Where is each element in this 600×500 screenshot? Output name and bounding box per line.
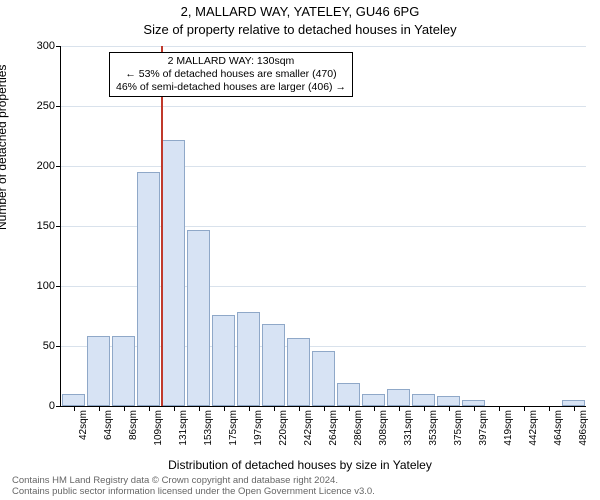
ytick-mark [56, 286, 61, 287]
xtick-mark [374, 406, 375, 411]
ytick-mark [56, 166, 61, 167]
annotation-line1: 2 MALLARD WAY: 130sqm [116, 55, 346, 68]
ytick-mark [56, 46, 61, 47]
bar [437, 396, 461, 406]
xtick-label: 64sqm [103, 410, 114, 440]
bar [212, 315, 236, 406]
xtick-mark [399, 406, 400, 411]
xtick-mark [124, 406, 125, 411]
bar [312, 351, 336, 406]
chart-title: Size of property relative to detached ho… [0, 22, 600, 37]
xtick-label: 486sqm [578, 410, 589, 446]
bar [237, 312, 261, 406]
gridline [61, 46, 586, 47]
footer-line2: Contains public sector information licen… [12, 487, 375, 498]
xtick-label: 220sqm [278, 410, 289, 446]
xtick-label: 86sqm [128, 410, 139, 440]
xtick-mark [299, 406, 300, 411]
xtick-mark [574, 406, 575, 411]
bar [387, 389, 411, 406]
xtick-mark [149, 406, 150, 411]
xtick-label: 419sqm [503, 410, 514, 446]
xtick-mark [449, 406, 450, 411]
xtick-mark [524, 406, 525, 411]
xtick-mark [249, 406, 250, 411]
bar [137, 172, 161, 406]
xtick-mark [174, 406, 175, 411]
annotation-line3: 46% of semi-detached houses are larger (… [116, 81, 346, 94]
xtick-mark [499, 406, 500, 411]
xtick-mark [549, 406, 550, 411]
ytick-label: 300 [37, 40, 55, 52]
ytick-label: 150 [37, 220, 55, 232]
xtick-label: 197sqm [253, 410, 264, 446]
bar [337, 383, 361, 406]
bar [362, 394, 386, 406]
ytick-label: 100 [37, 280, 55, 292]
chart-container: 2, MALLARD WAY, YATELEY, GU46 6PG Size o… [0, 0, 600, 500]
page-title: 2, MALLARD WAY, YATELEY, GU46 6PG [0, 4, 600, 19]
xtick-label: 331sqm [403, 410, 414, 446]
ytick-label: 0 [49, 400, 55, 412]
reference-line [161, 46, 163, 406]
xtick-label: 264sqm [328, 410, 339, 446]
bar [187, 230, 211, 406]
gridline [61, 106, 586, 107]
xtick-label: 464sqm [553, 410, 564, 446]
x-axis-label: Distribution of detached houses by size … [0, 458, 600, 472]
xtick-label: 131sqm [178, 410, 189, 446]
xtick-label: 375sqm [453, 410, 464, 446]
bar [262, 324, 286, 406]
xtick-mark [474, 406, 475, 411]
bar [62, 394, 86, 406]
plot-area: 05010015020025030042sqm64sqm86sqm109sqm1… [60, 46, 586, 407]
y-axis-label: Number of detached properties [0, 65, 9, 230]
gridline [61, 166, 586, 167]
ytick-label: 50 [43, 340, 55, 352]
ytick-label: 200 [37, 160, 55, 172]
xtick-mark [349, 406, 350, 411]
xtick-label: 42sqm [78, 410, 89, 440]
bar [87, 336, 111, 406]
xtick-label: 175sqm [228, 410, 239, 446]
xtick-label: 286sqm [353, 410, 364, 446]
xtick-mark [424, 406, 425, 411]
xtick-label: 153sqm [203, 410, 214, 446]
annotation-line2: ← 53% of detached houses are smaller (47… [116, 68, 346, 81]
xtick-mark [274, 406, 275, 411]
ytick-mark [56, 346, 61, 347]
bar [162, 140, 186, 406]
xtick-mark [224, 406, 225, 411]
annotation-box: 2 MALLARD WAY: 130sqm ← 53% of detached … [109, 52, 353, 97]
ytick-mark [56, 226, 61, 227]
xtick-label: 308sqm [378, 410, 389, 446]
xtick-mark [199, 406, 200, 411]
xtick-mark [324, 406, 325, 411]
xtick-label: 242sqm [303, 410, 314, 446]
xtick-label: 109sqm [153, 410, 164, 446]
bar [287, 338, 311, 406]
xtick-label: 353sqm [428, 410, 439, 446]
ytick-label: 250 [37, 100, 55, 112]
xtick-label: 397sqm [478, 410, 489, 446]
xtick-mark [74, 406, 75, 411]
bar [112, 336, 136, 406]
bar [412, 394, 436, 406]
footer-attribution: Contains HM Land Registry data © Crown c… [12, 476, 375, 498]
ytick-mark [56, 406, 61, 407]
xtick-mark [99, 406, 100, 411]
ytick-mark [56, 106, 61, 107]
xtick-label: 442sqm [528, 410, 539, 446]
